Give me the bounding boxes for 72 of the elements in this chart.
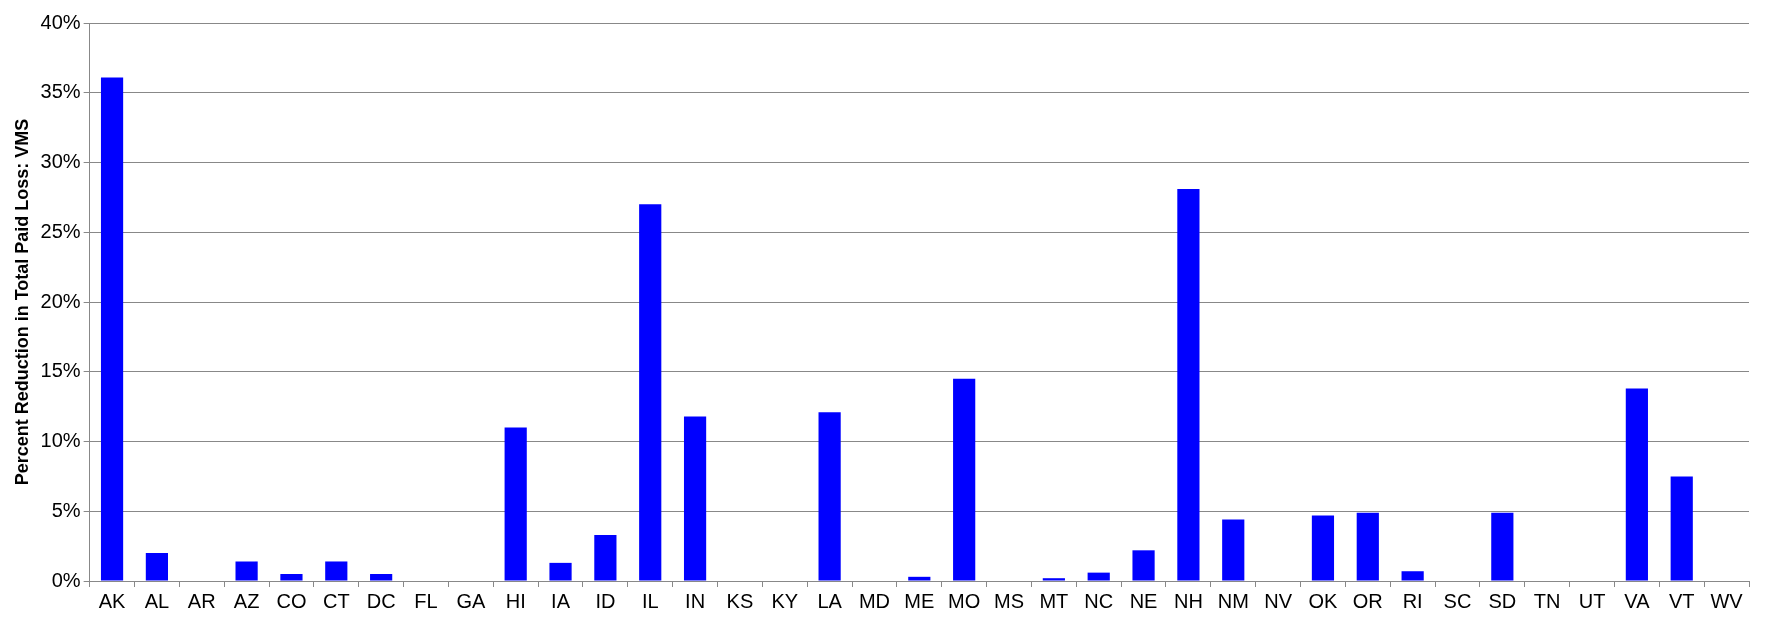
bar [100, 77, 124, 581]
x-tick-label: RI [1402, 589, 1423, 612]
bar [908, 576, 931, 581]
x-tick-label: OK [1308, 589, 1339, 612]
bar [1311, 515, 1335, 581]
x-tick-label: IL [641, 589, 659, 612]
bar [280, 574, 303, 581]
bar [1132, 550, 1155, 581]
bar [1042, 578, 1065, 581]
x-tick-label: VT [1668, 589, 1695, 612]
x-tick-label: KS [726, 589, 754, 612]
x-tick-label: KY [771, 589, 799, 612]
x-tick-label: AK [98, 589, 127, 612]
x-tick-label: NM [1217, 589, 1249, 612]
x-tick-label: FL [414, 589, 438, 612]
x-tick-label: CO [276, 589, 307, 612]
y-tick-label: 20% [40, 289, 81, 312]
x-tick-label: NH [1173, 589, 1203, 612]
x-tick-label: HI [505, 589, 526, 612]
x-tick-label: LA [817, 589, 843, 612]
y-tick-label: 10% [40, 429, 81, 452]
bar [325, 561, 348, 581]
x-tick-label: SD [1488, 589, 1517, 612]
y-tick-label: 35% [40, 80, 81, 103]
bar [594, 534, 617, 581]
x-tick-label: NC [1084, 589, 1114, 612]
x-tick-label: MS [994, 589, 1025, 612]
x-tick-label: ME [904, 589, 935, 612]
x-tick-label: WV [1710, 589, 1744, 612]
bar [1177, 189, 1200, 581]
y-tick-label: 25% [40, 219, 81, 242]
bar [145, 553, 168, 581]
bar [1087, 572, 1110, 581]
x-tick-label: AR [187, 589, 216, 612]
x-tick-label: ID [595, 589, 616, 612]
x-tick-label: MD [858, 589, 891, 612]
bar [549, 562, 572, 581]
x-tick-label: GA [456, 589, 486, 612]
x-tick-label: SC [1443, 589, 1472, 612]
x-tick-label: CT [322, 589, 350, 612]
bar [1356, 512, 1379, 581]
y-tick-label: 5% [51, 498, 81, 521]
y-tick-label: 30% [40, 150, 81, 173]
y-tick-label: 15% [40, 359, 81, 382]
x-tick-label: DC [366, 589, 396, 612]
bar [235, 561, 258, 581]
x-tick-label: AL [144, 589, 170, 612]
bar [1401, 571, 1424, 581]
x-tick-label: NE [1129, 589, 1158, 612]
bar [1625, 388, 1648, 581]
bar [504, 427, 527, 581]
y-tick-label: 40% [40, 10, 81, 33]
bar [1670, 476, 1693, 581]
bar [370, 574, 393, 581]
x-tick-label: IA [551, 589, 571, 612]
x-tick-label: MT [1039, 589, 1069, 612]
bar [818, 412, 841, 581]
x-tick-label: UT [1578, 589, 1606, 612]
bar [953, 378, 976, 581]
x-tick-label: OR [1352, 589, 1383, 612]
x-tick-label: VA [1624, 589, 1651, 612]
x-tick-label: AZ [233, 589, 260, 612]
bar [1222, 519, 1245, 581]
x-tick-label: NV [1264, 589, 1293, 612]
y-tick-label: 0% [51, 568, 81, 591]
x-tick-label: MO [948, 589, 981, 612]
bar [1491, 512, 1514, 581]
bar [683, 416, 707, 581]
bar [639, 204, 662, 581]
x-tick-label: IN [685, 589, 706, 612]
x-tick-label: TN [1533, 589, 1561, 612]
y-axis-title: Percent Reduction in Total Paid Loss: VMS [11, 118, 32, 486]
